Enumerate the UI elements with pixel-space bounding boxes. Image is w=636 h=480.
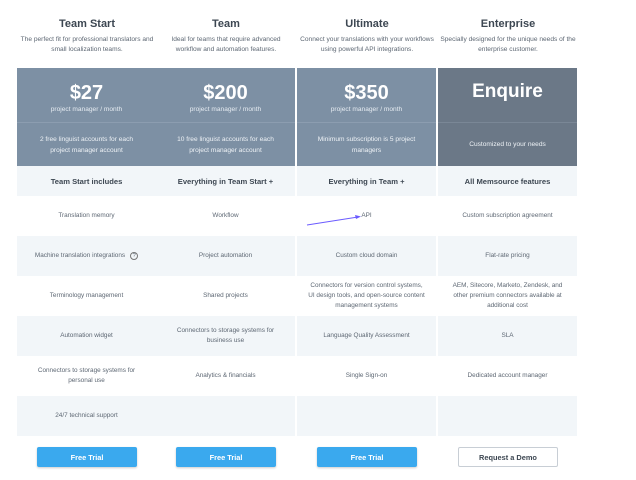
request-demo-button[interactable]: Request a Demo [458,447,558,467]
feature-row: AEM, Sitecore, Marketo, Zendesk, and oth… [438,276,577,316]
feature-row: Connectors for version control systems, … [297,276,436,316]
feature-label: Custom cloud domain [335,252,398,259]
feature-row: Connectors to storage systems for person… [17,356,156,396]
includes-header: Team Start includes [17,166,156,196]
feature-label: Analytics & financials [195,372,256,379]
price-note: 2 free linguist accounts for each projec… [39,135,134,154]
plan-title: Team Start [58,18,116,30]
feature-row: Project automation [156,236,295,276]
free-trial-button[interactable]: Free Trial [317,447,417,467]
feature-row: Language Quality Assessment [297,316,436,356]
divider [17,122,156,123]
feature-row: Automation widget [17,316,156,356]
feature-row: Machine translation integrations? [17,236,156,276]
feature-row: SLA [438,316,577,356]
divider [438,122,577,123]
feature-label: Project automation [198,252,253,259]
price: $350 [344,82,389,104]
price-period: project manager / month [50,106,123,113]
feature-label: Translation memory [58,212,115,219]
divider [297,122,436,123]
plan-title: Ultimate [345,18,389,30]
feature-row: API [297,196,436,236]
price: $27 [69,82,104,104]
feature-row: Shared projects [156,276,295,316]
price-box: $200 project manager / month 10 free lin… [156,68,295,166]
feature-label: Machine translation integrations [34,252,126,259]
feature-row: Custom cloud domain [297,236,436,276]
feature-label: Language Quality Assessment [323,332,410,339]
includes-header: Everything in Team + [297,166,436,196]
feature-label: Single Sign-on [345,372,388,379]
feature-label: Workflow [212,212,239,219]
price-period: project manager / month [330,106,403,113]
feature-label: 24/7 technical support [55,412,118,419]
price-box: $27 project manager / month 2 free lingu… [17,68,156,166]
feature-row: Translation memory [17,196,156,236]
feature-row [297,396,436,436]
free-trial-button[interactable]: Free Trial [176,447,276,467]
feature-label: Terminology management [49,292,124,299]
feature-row: Dedicated account manager [438,356,577,396]
feature-label: Shared projects [203,292,248,299]
free-trial-button[interactable]: Free Trial [37,447,137,467]
price-note: Customized to your needs [469,141,546,148]
feature-label: Automation widget [60,332,113,339]
feature-row: Flat-rate pricing [438,236,577,276]
feature-row [438,396,577,436]
feature-label: Flat-rate pricing [485,252,530,259]
help-icon[interactable]: ? [130,252,139,260]
divider [156,122,295,123]
feature-label: Connectors to storage systems for person… [37,367,136,384]
feature-row: Single Sign-on [297,356,436,396]
price: $200 [203,82,248,104]
feature-row: Analytics & financials [156,356,295,396]
feature-row: Connectors to storage systems for busine… [156,316,295,356]
plan-description: Specially designed for the unique needs … [440,36,576,53]
price: Enquire [472,81,543,102]
price-box: $350 project manager / month Minimum sub… [297,68,436,166]
feature-row: Workflow [156,196,295,236]
plan-title: Enterprise [480,18,536,30]
feature-label: Custom subscription agreement [462,212,553,219]
feature-label: Connectors for version control systems, … [308,282,425,309]
feature-label: Dedicated account manager [467,372,548,379]
feature-row: Terminology management [17,276,156,316]
includes-header: All Memsource features [438,166,577,196]
includes-header: Everything in Team Start + [156,166,295,196]
feature-label: AEM, Sitecore, Marketo, Zendesk, and oth… [452,282,563,309]
plan-title: Team [212,18,240,30]
plan-description: The perfect fit for professional transla… [20,36,154,53]
feature-label: Connectors to storage systems for busine… [176,327,275,344]
plan-description: Ideal for teams that require advanced wo… [171,36,281,53]
price-period: project manager / month [189,106,262,113]
feature-label: API [361,212,372,219]
feature-row [156,396,295,436]
price-note: Minimum subscription is 5 project manage… [317,135,416,154]
feature-label: SLA [501,332,514,339]
price-box: Enquire Customized to your needs [438,68,577,166]
price-note: 10 free linguist accounts for each proje… [177,135,274,154]
plan-description: Connect your translations with your work… [300,36,434,53]
feature-row: 24/7 technical support [17,396,156,436]
feature-row: Custom subscription agreement [438,196,577,236]
